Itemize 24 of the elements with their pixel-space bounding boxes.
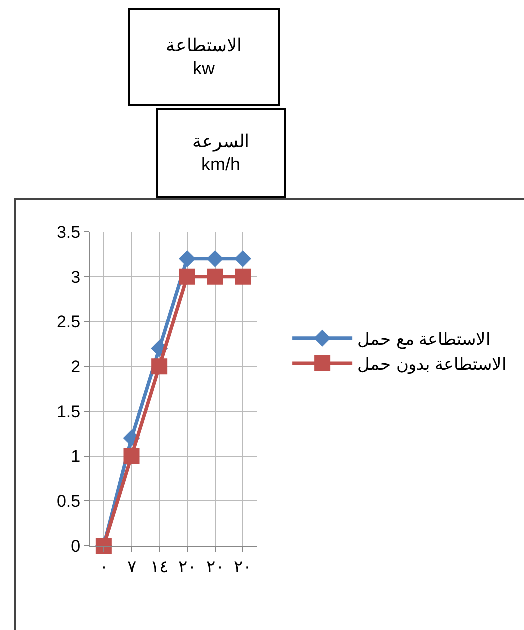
y-tick-label: 1.5 (56, 402, 81, 422)
y-tick-label: 2.5 (56, 312, 81, 332)
y-tick-label: 2 (71, 358, 81, 377)
legend-label: الاستطاعة مع حمل (358, 330, 492, 350)
y-tick-label: 0.5 (56, 492, 81, 512)
x-tick-label: ١٤ (150, 557, 169, 576)
point (124, 448, 140, 464)
y-tick-label: 3 (71, 268, 81, 287)
y-tick-label: 0 (71, 536, 81, 556)
point (206, 250, 224, 268)
legend-label: الاستطاعة بدون حمل (358, 355, 508, 376)
y-tick-label: 3.5 (56, 222, 81, 242)
x-tick-label: ٢٠ (206, 557, 224, 576)
point (178, 250, 196, 268)
x-tick-label: ٢٠ (234, 557, 252, 576)
y-tick-label: 1 (71, 447, 81, 466)
x-tick-label: ٧ (127, 557, 136, 576)
point (152, 358, 168, 375)
x-tick-label: ٢٠ (178, 557, 196, 576)
point (234, 250, 252, 268)
point (207, 268, 224, 285)
point (235, 268, 252, 285)
point (179, 268, 196, 285)
x-tick-label: ٠ (99, 557, 108, 576)
